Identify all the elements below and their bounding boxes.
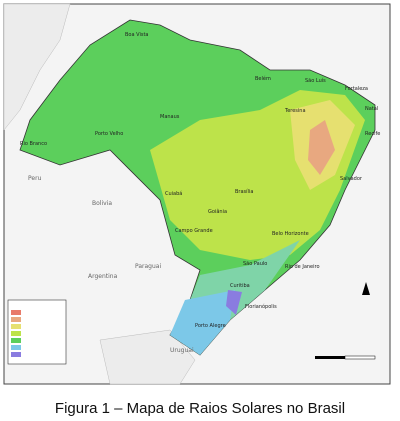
neighbor-country: [3, 3, 71, 131]
scale-segment: [315, 356, 345, 359]
scale-segment: [344, 355, 376, 360]
city-label: Porto Alegre: [195, 323, 226, 329]
legend-swatch: [11, 331, 21, 336]
caption: Figura 1 – Mapa de Raios Solares no Bras…: [54, 400, 346, 417]
city-label: Teresina: [284, 108, 306, 114]
city-label: Boa Vista: [125, 32, 148, 38]
country-label: Uruguai: [170, 347, 194, 354]
legend-swatch: [11, 345, 21, 350]
legend: [7, 299, 67, 365]
city-label: Cuiabá: [165, 190, 182, 197]
legend-swatch: [11, 310, 21, 315]
city-label: Rio Branco: [20, 141, 47, 147]
city-label: Natal: [365, 106, 378, 112]
radiation-zone-min: [226, 290, 242, 315]
country-label: Paraguai: [135, 263, 161, 270]
city-label: Campo Grande: [175, 228, 213, 234]
neighbor-country: [99, 329, 196, 385]
city-label: Belo Horizonte: [272, 231, 309, 237]
city-label: Salvador: [340, 176, 363, 182]
city-label: Porto Velho: [95, 131, 123, 137]
city-label: Florianópolis: [245, 303, 277, 310]
city-label: Curitiba: [230, 283, 250, 289]
city-label: Brasília: [235, 188, 253, 195]
country-label: Argentina: [88, 273, 118, 280]
radiation-zone-max: [308, 120, 335, 175]
country-label: Bolivia: [92, 200, 112, 207]
city-label: Rio de Janeiro: [285, 264, 320, 270]
scale-bar: [315, 282, 376, 360]
legend-swatch: [11, 324, 21, 329]
city-label: Belém: [255, 75, 271, 82]
country-label: Peru: [28, 175, 42, 182]
city-label: São Paulo: [243, 261, 267, 267]
city-label: Manaus: [160, 114, 180, 120]
city-label: Goiânia: [208, 208, 227, 215]
city-label: São Luís: [305, 77, 326, 84]
radiation-zone-lower: [170, 290, 235, 355]
legend-swatch: [11, 317, 21, 322]
legend-swatch: [11, 352, 21, 357]
city-label: Recife: [365, 131, 380, 137]
city-label: Fortaleza: [345, 86, 368, 92]
north-arrow: [362, 282, 370, 295]
legend-swatch: [11, 338, 21, 343]
map: Boa Vista Manaus Belém São Luís Fortalez…: [3, 3, 391, 385]
